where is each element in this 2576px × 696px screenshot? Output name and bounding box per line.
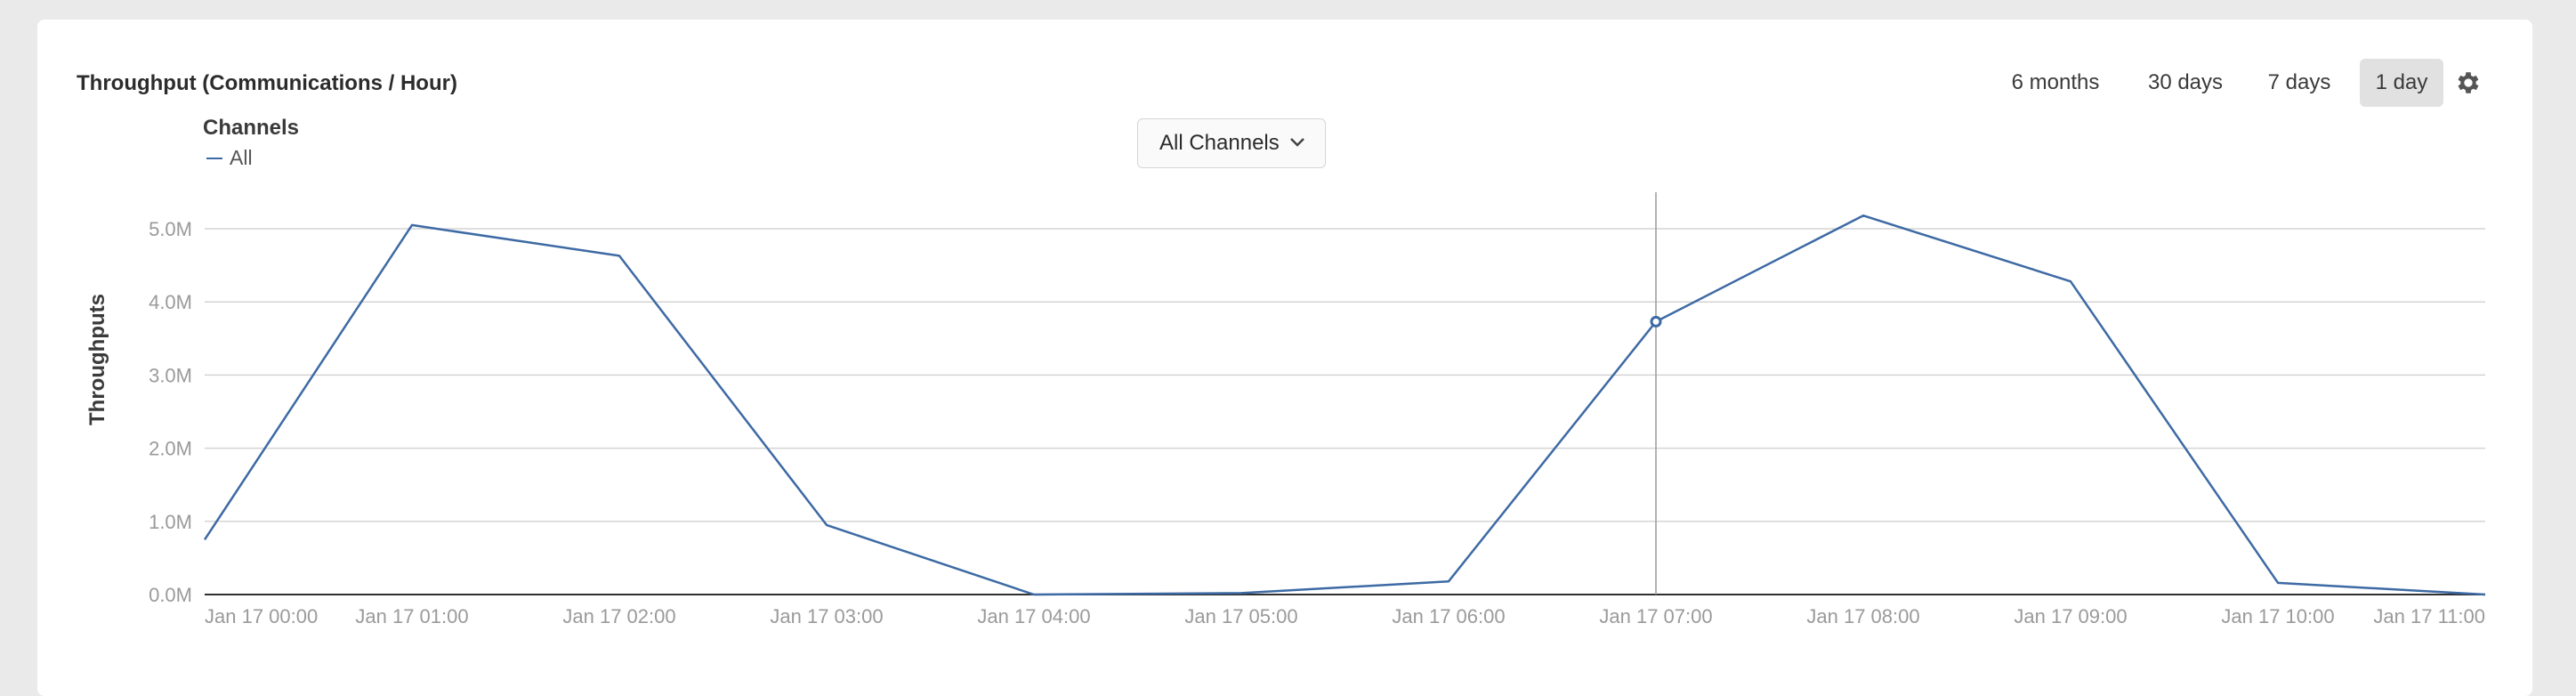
x-tick-label: Jan 17 01:00 <box>355 605 468 627</box>
channel-picker[interactable]: All Channels <box>1137 118 1326 168</box>
channel-picker-value: All Channels <box>1159 131 1280 155</box>
legend-item-all[interactable]: All <box>206 146 253 170</box>
y-tick-label: 3.0M <box>149 364 192 386</box>
series-line-all <box>203 214 2486 596</box>
x-tick-label: Jan 17 02:00 <box>562 605 675 627</box>
range-6-months-button[interactable]: 6 months <box>2011 70 2100 94</box>
range-30-days-button[interactable]: 30 days <box>2147 70 2224 94</box>
chart-title: Throughput (Communications / Hour) <box>77 71 457 95</box>
x-tick-label: Jan 17 06:00 <box>1392 605 1505 627</box>
chevron-down-icon <box>1290 138 1304 147</box>
y-tick-label: 4.0M <box>149 291 192 313</box>
x-tick-label: Jan 17 00:00 <box>205 605 318 627</box>
range-7-days-button[interactable]: 7 days <box>2267 70 2331 94</box>
x-tick-label: Jan 17 08:00 <box>1806 605 1919 627</box>
data-point <box>1650 315 1662 328</box>
y-tick-label: 0.0M <box>149 584 192 606</box>
x-tick-label: Jan 17 04:00 <box>977 605 1090 627</box>
x-tick-label: Jan 17 11:00 <box>2373 605 2485 627</box>
x-tick-label: Jan 17 10:00 <box>2221 605 2334 627</box>
legend-item-label: All <box>230 146 253 169</box>
x-tick-label: Jan 17 09:00 <box>2014 605 2127 627</box>
range-1-day-button[interactable]: 1 day <box>2360 59 2443 107</box>
y-tick-label: 1.0M <box>149 511 192 533</box>
legend-title: Channels <box>203 116 300 140</box>
y-tick-label: 5.0M <box>149 218 192 240</box>
gear-icon[interactable] <box>2454 69 2483 97</box>
x-tick-label: Jan 17 03:00 <box>770 605 883 627</box>
x-tick-label: Jan 17 05:00 <box>1184 605 1297 627</box>
legend-swatch <box>206 157 222 159</box>
y-tick-label: 2.0M <box>149 438 192 460</box>
x-tick-label: Jan 17 07:00 <box>1599 605 1712 627</box>
